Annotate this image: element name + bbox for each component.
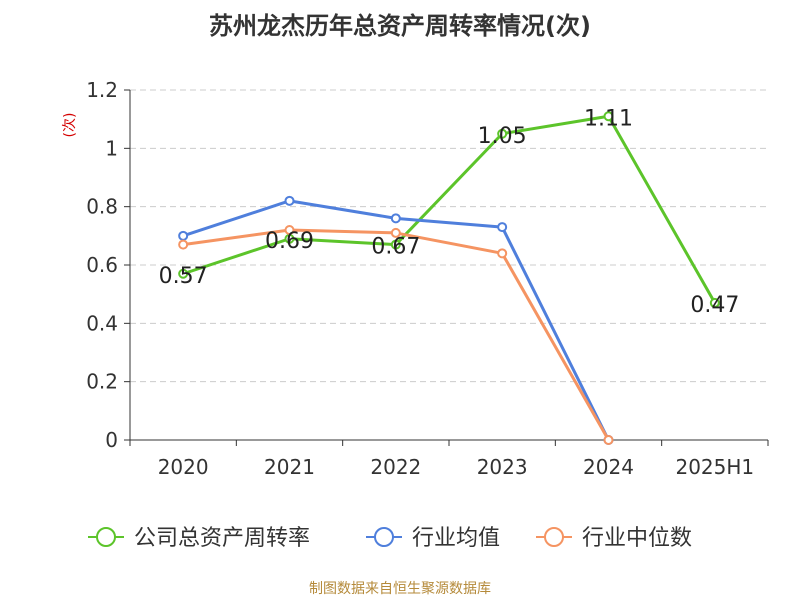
x-tick-label: 2021 [264,455,315,479]
series-point-1 [390,213,401,224]
x-tick-label: 2023 [477,455,528,479]
series-line-2 [182,228,610,441]
series-point-0 [390,239,401,250]
legend-marker-2 [544,527,564,547]
x-tick-label: 2025H1 [675,455,754,479]
series-point-2 [603,435,614,445]
x-tick-label: 2022 [370,455,421,479]
series-point-0 [497,128,508,139]
y-tick-label: 0.4 [86,311,118,335]
series-line-0 [182,114,717,304]
series-point-2 [390,227,401,238]
y-axis-label: (次) [62,113,78,138]
data-label: 0.57 [159,264,208,289]
legend-label-0: 公司总资产周转率 [134,526,310,551]
series-point-0 [709,297,720,308]
series-point-0 [178,268,189,279]
y-tick-label: 0.8 [86,195,118,219]
y-tick-label: 1.2 [86,78,118,102]
data-label: 0.47 [690,293,739,318]
y-tick-label: 0.2 [86,370,118,394]
x-tick-label: 2024 [583,455,634,479]
series-point-1 [178,230,189,241]
data-label: 0.67 [371,235,420,260]
source-note: 制图数据来自恒生聚源数据库 [309,581,491,597]
x-tick-label: 2020 [158,455,209,479]
y-tick-label: 1 [105,136,118,160]
data-label: 0.69 [265,229,314,254]
series-point-2 [284,225,295,235]
chart-title: 苏州龙杰历年总资产周转率情况(次) [209,12,591,40]
y-tick-label: 0.6 [86,253,118,277]
legend-label-1: 行业均值 [412,526,500,551]
legend-marker-1 [374,527,394,547]
legend-marker-0 [96,527,116,547]
data-label: 1.05 [478,124,527,149]
legend-label-2: 行业中位数 [582,526,692,551]
series-point-0 [603,111,614,122]
series-point-1 [284,195,295,206]
data-label: 1.11 [584,106,633,131]
series-point-1 [497,222,508,233]
y-tick-label: 0 [105,428,118,452]
series-point-2 [497,248,508,259]
series-point-2 [178,239,189,250]
